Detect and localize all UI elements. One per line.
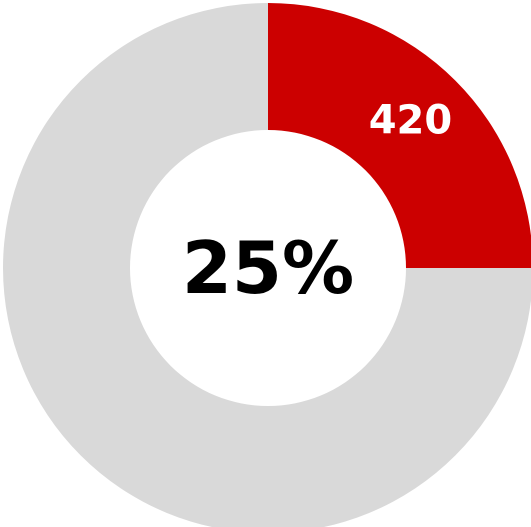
slices-layer: [3, 3, 531, 527]
slice-data-label-1: 420: [369, 98, 453, 144]
donut-slice-2: [3, 3, 531, 527]
donut-slice-1: [268, 3, 531, 268]
labels-layer: 420: [369, 98, 453, 144]
center-percent-label: 25%: [182, 226, 354, 310]
